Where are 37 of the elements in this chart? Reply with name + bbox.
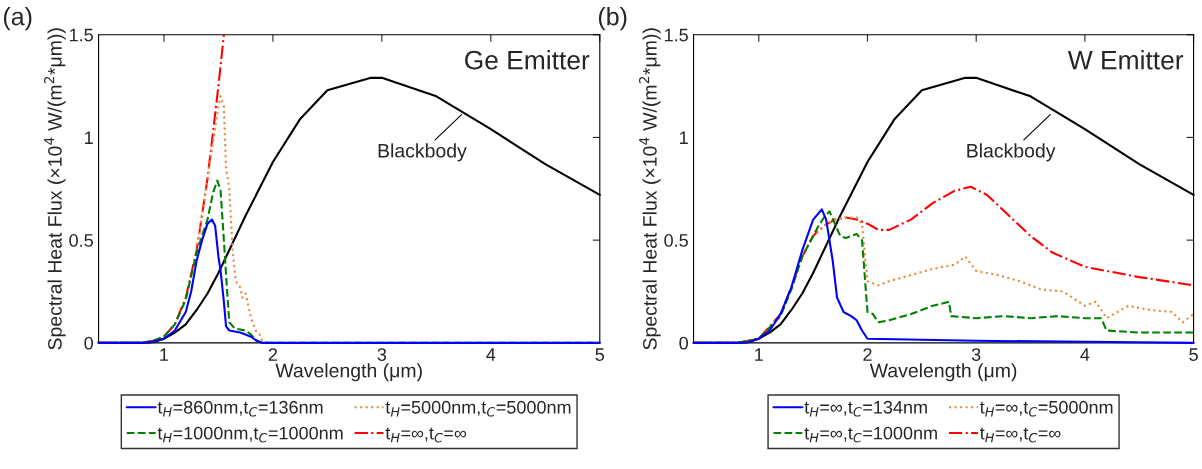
x-tick-label: 5 [1189,348,1198,361]
y-tick-label: 1.5 [664,28,688,42]
legend-label: t$_{H}$=∞,t$_{C}$=134nm [804,400,927,417]
y-tick-label: 0.5 [664,234,688,247]
y-tick-label: 0 [84,336,93,350]
x-tick-label: 3 [971,348,981,361]
x-tick-label: 3 [377,348,387,361]
x-tick-label: 1 [160,348,169,361]
text: (a) [3,7,32,31]
legend-label: t$_{H}$=∞,t$_{C}$=5000nm [979,400,1113,417]
y-tick-label: 1.5 [69,28,93,42]
legend-label: t$_{H}$=∞,t$_{C}$=∞ [979,427,1061,443]
legend-label: t$_{H}$=860nm,t$_{C}$=136nm [157,400,323,417]
y-axis-title: Spectral Heat Flux (×10$^{4}$ W/(m$^{2}$*μm)) [639,28,661,350]
x-tick-label: 2 [863,348,872,361]
annotation: Blackbody [967,143,1056,162]
legend-label: t$_{H}$=∞,t$_{C}$=1000nm [804,426,937,443]
legend-label: t$_{H}$=5000nm,t$_{C}$=5000nm [385,400,571,417]
y-tick-label: 1 [680,131,688,144]
annotation: Blackbody [378,143,467,162]
y-tick-label: 1 [85,131,93,144]
chart-title: Ge Emitter [465,50,590,70]
x-tick-label: 1 [755,348,763,361]
legend-label: t$_{H}$=1000nm,t$_{C}$=1000nm [157,426,343,443]
x-axis-title: Wavelength (μm) [275,363,422,382]
x-axis-title: Wavelength (μm) [869,363,1017,382]
x-tick-label: 5 [595,348,605,361]
y-axis-title: Spectral Heat Flux (×10$^{4}$ W/(m$^{2}$*μm)) [44,28,66,350]
y-tick-label: 0 [679,336,688,350]
text: (b) [598,7,627,31]
legend-label: t$_{H}$=∞,t$_{C}$=∞ [385,427,467,443]
chart-title: W Emitter [1067,50,1184,70]
x-tick-label: 4 [1080,348,1090,361]
x-tick-label: 2 [268,348,278,361]
x-tick-label: 4 [486,348,496,361]
line-series [195,95,269,344]
y-tick-label: 0.5 [69,234,93,247]
